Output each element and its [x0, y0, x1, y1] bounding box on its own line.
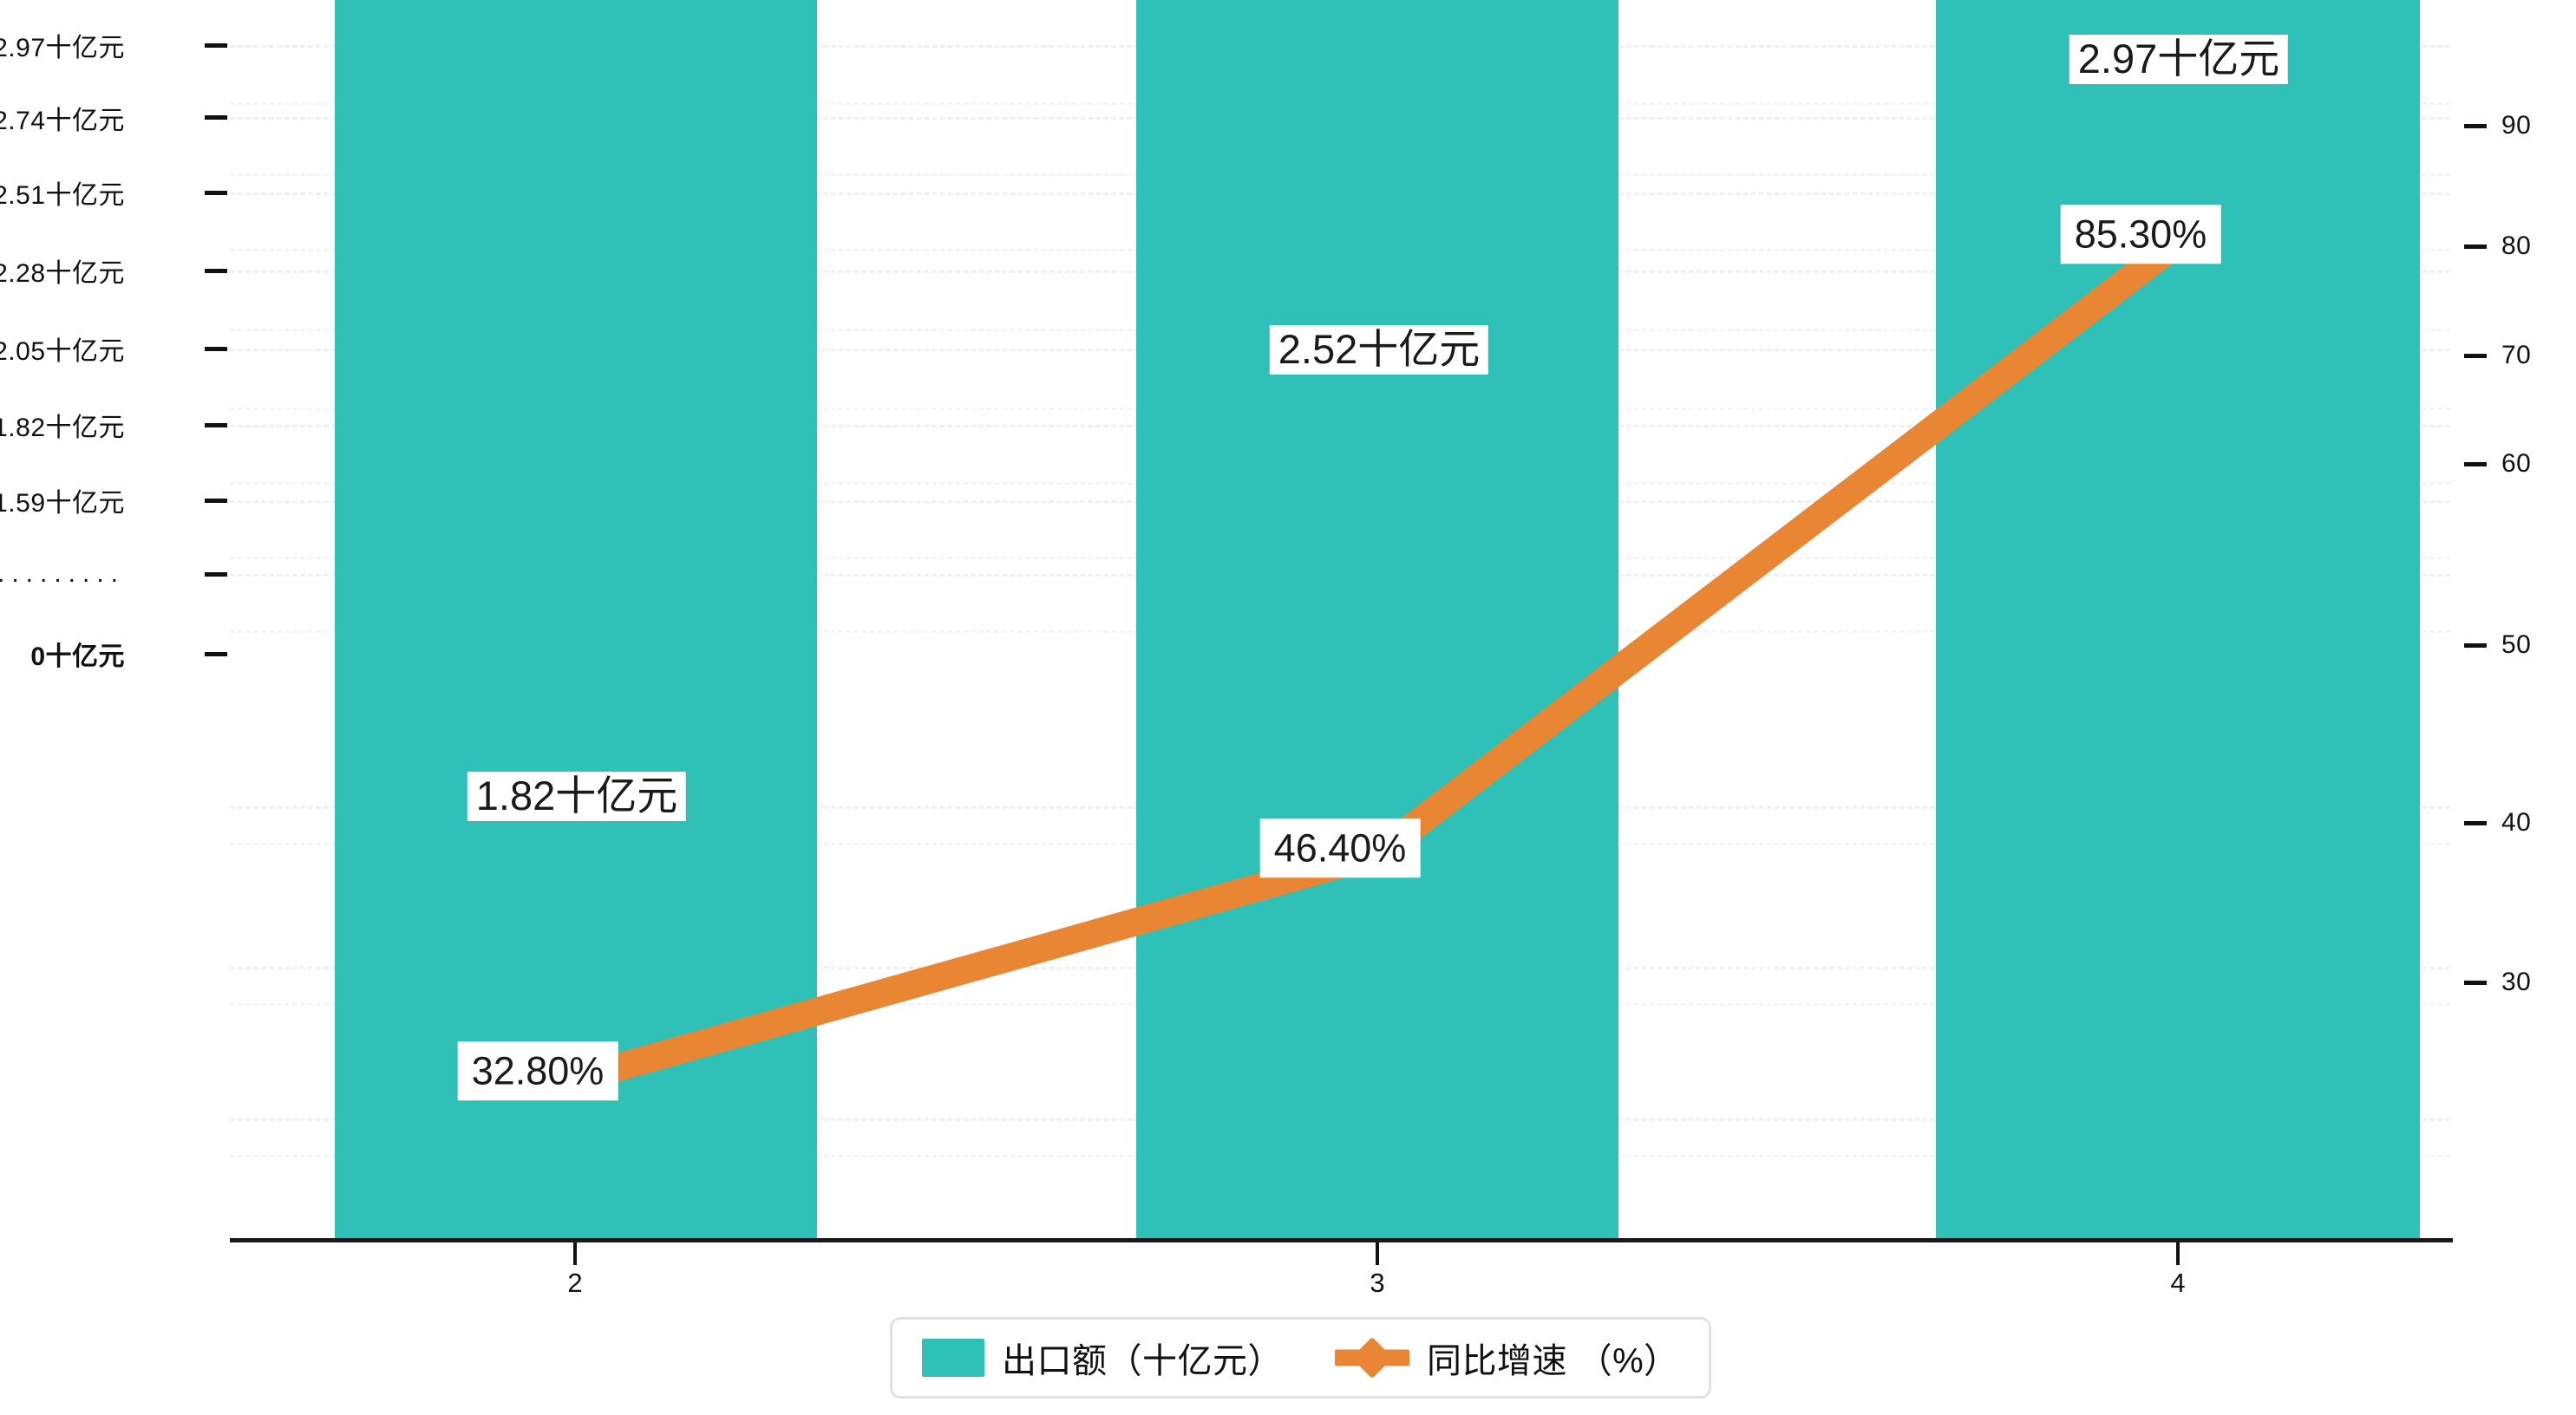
- y-left-tick-mark-4: [205, 269, 227, 273]
- bar-category-4[interactable]: [1936, 0, 2420, 1242]
- y-right-tick-mark-50: [2464, 643, 2487, 648]
- y-left-tick-mark-8: [205, 572, 227, 577]
- x-tick-mark-2: [573, 1242, 577, 1265]
- legend-label-growth-rate: 同比增速 （%）: [1427, 1342, 1679, 1380]
- plot-area: [230, 0, 2450, 1242]
- legend-item-export-value[interactable]: 出口额（十亿元）: [922, 1333, 1283, 1383]
- legend-bar-swatch-icon: [922, 1339, 984, 1377]
- legend-line-diamond-icon: [1335, 1336, 1409, 1379]
- y-right-tick-mark-30: [2464, 981, 2487, 985]
- legend-label-export-value: 出口额（十亿元）: [1002, 1342, 1283, 1380]
- bar-category-3[interactable]: [1136, 0, 1618, 1242]
- y-left-tick-label-broken-axis: .........: [0, 559, 125, 588]
- y-right-tick-label-40: 40: [2501, 808, 2532, 837]
- x-tick-label-3: 3: [1370, 1268, 1385, 1298]
- y-left-tick-mark-5: [205, 347, 227, 351]
- y-left-tick-label-2: 2.74十亿元: [0, 107, 125, 135]
- y-right-tick-label-80: 80: [2501, 231, 2532, 260]
- y-right-tick-mark-80: [2464, 245, 2487, 249]
- y-left-tick-mark-1: [205, 43, 227, 48]
- y-left-tick-label-4: 2.28十亿元: [0, 259, 125, 288]
- bar-data-label-3: 2.52十亿元: [1269, 325, 1489, 375]
- y-left-tick-label-3: 2.51十亿元: [0, 181, 125, 210]
- x-tick-mark-4: [2176, 1242, 2180, 1265]
- y-right-tick-label-50: 50: [2501, 630, 2532, 659]
- y-right-tick-mark-60: [2464, 462, 2487, 466]
- y-left-tick-mark-9: [205, 652, 227, 656]
- x-tick-label-4: 4: [2170, 1268, 2186, 1298]
- y-right-tick-mark-90: [2464, 124, 2487, 128]
- y-left-tick-mark-7: [205, 499, 227, 503]
- x-tick-mark-3: [1376, 1242, 1379, 1265]
- x-axis-line: [230, 1238, 2453, 1242]
- y-right-tick-label-90: 90: [2501, 111, 2532, 140]
- x-tick-label-2: 2: [567, 1268, 583, 1298]
- line-data-label-4: 85.30%: [2060, 205, 2221, 264]
- y-left-tick-mark-2: [205, 115, 227, 120]
- line-data-label-3: 46.40%: [1259, 818, 1421, 877]
- y-right-tick-mark-40: [2464, 821, 2487, 825]
- chart-legend: 出口额（十亿元） 同比增速 （%）: [890, 1317, 1711, 1399]
- y-left-tick-label-6: 1.82十亿元: [0, 414, 125, 442]
- y-right-tick-label-60: 60: [2501, 449, 2532, 478]
- y-left-tick-mark-6: [205, 423, 227, 427]
- y-left-tick-label-5: 2.05十亿元: [0, 337, 125, 366]
- y-left-tick-label-7: 1.59十亿元: [0, 489, 125, 518]
- legend-item-growth-rate[interactable]: 同比增速 （%）: [1335, 1333, 1679, 1383]
- y-left-tick-mark-3: [205, 191, 227, 195]
- y-left-tick-label-1: 2.97十亿元: [0, 34, 125, 62]
- line-data-label-2: 32.80%: [457, 1041, 618, 1100]
- bar-data-label-2: 1.82十亿元: [467, 772, 687, 821]
- bar-data-label-4: 2.97十亿元: [2069, 35, 2289, 84]
- y-right-tick-mark-70: [2464, 354, 2487, 358]
- y-left-tick-label-9: 0十亿元: [30, 642, 125, 671]
- y-right-tick-label-30: 30: [2501, 968, 2532, 996]
- y-right-tick-label-70: 70: [2501, 341, 2532, 369]
